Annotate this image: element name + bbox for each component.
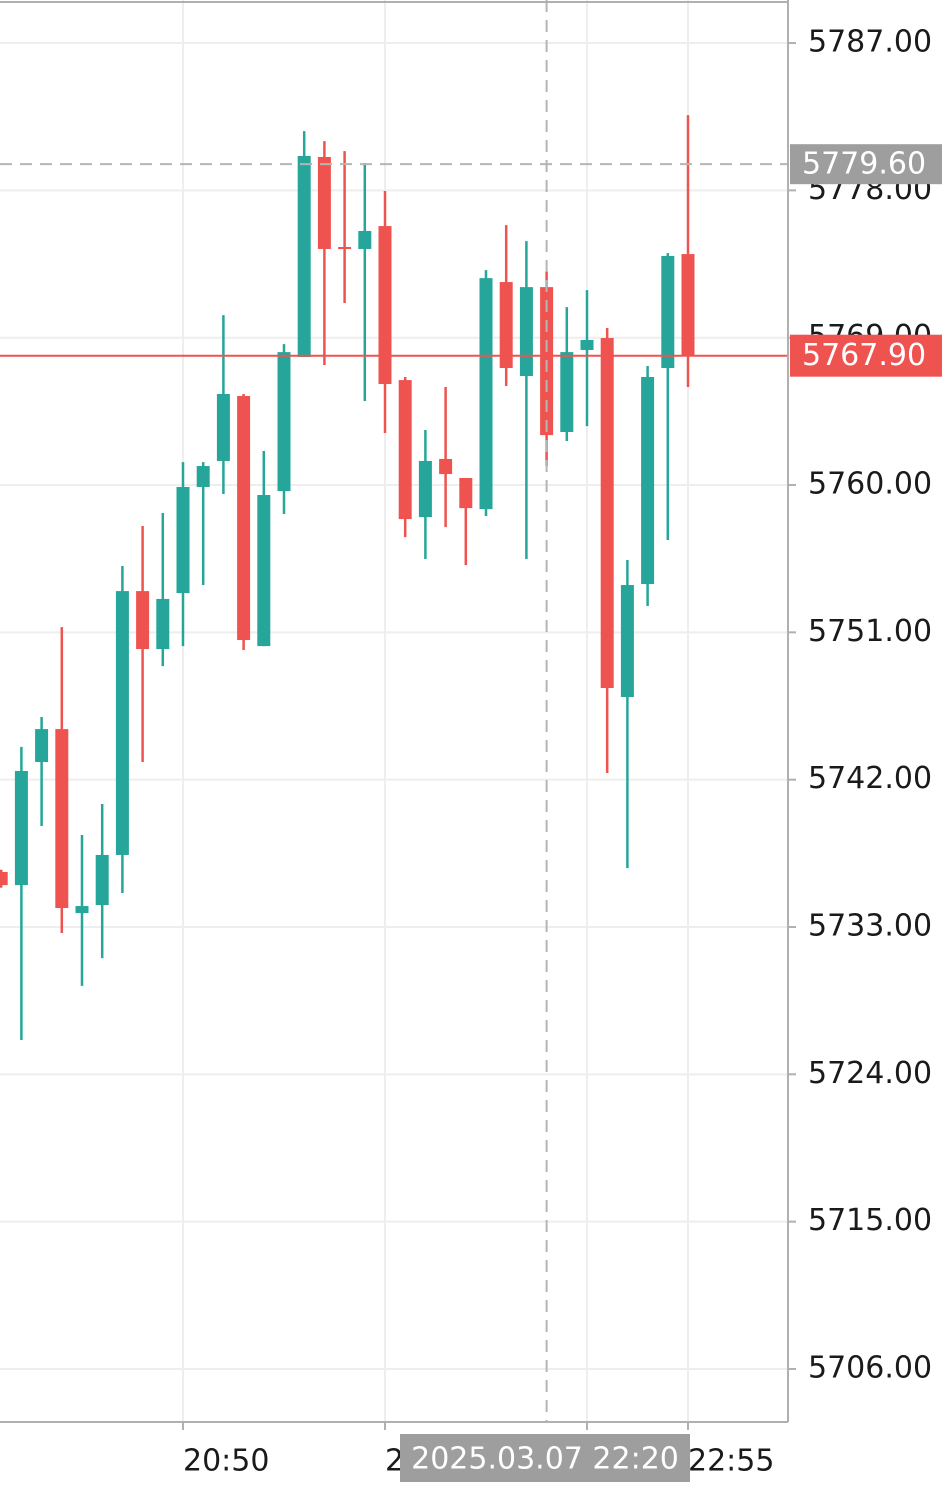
candle-body <box>75 906 89 914</box>
overlay <box>0 0 788 1422</box>
candle-body <box>459 477 473 509</box>
y-tick-label: 5724.00 <box>808 1056 932 1091</box>
candle-body <box>136 591 150 650</box>
candle-body <box>0 871 8 886</box>
y-tick-label: 5760.00 <box>808 467 932 502</box>
candle-body <box>277 352 291 492</box>
candle-body <box>560 352 574 432</box>
candle-body <box>378 226 392 385</box>
candle-body <box>196 466 210 487</box>
crosshair-time-label: 2025.03.07 22:20 <box>411 1442 679 1477</box>
candle-body <box>641 376 655 585</box>
last-price-tag <box>790 334 942 377</box>
last-price-label: 5767.90 <box>802 338 926 373</box>
grid <box>0 0 788 1422</box>
y-tick-label: 5751.00 <box>808 614 932 649</box>
crosshair-price-label: 5779.60 <box>802 147 926 182</box>
candle-body <box>398 380 412 520</box>
candle-body <box>297 155 311 358</box>
y-tick-label: 5733.00 <box>808 908 932 943</box>
candle-body <box>115 591 129 855</box>
candles <box>0 115 695 1040</box>
crosshair-price-tag <box>790 144 942 185</box>
candle-body <box>35 729 49 762</box>
candle-body <box>418 460 432 518</box>
candle-body <box>439 458 453 475</box>
candle-body <box>600 338 614 689</box>
tags: 5779.60 5767.90 2025.03.07 22:20 <box>400 144 942 1482</box>
candle-body <box>479 278 493 510</box>
x-tick-label: 22:55 <box>688 1444 774 1479</box>
candle-body <box>95 854 109 906</box>
candle-body <box>257 495 271 647</box>
candle-body <box>499 282 513 368</box>
candle-body <box>681 254 695 356</box>
candle-body <box>176 486 190 594</box>
candle-body <box>661 256 675 368</box>
candle-body <box>14 770 28 886</box>
candle-body <box>317 156 331 249</box>
y-tick-label: 5742.00 <box>808 761 932 796</box>
candle-body <box>358 230 372 249</box>
candle-body <box>55 729 69 909</box>
y-tick-label: 5715.00 <box>808 1203 932 1238</box>
candle-body <box>237 395 251 641</box>
x-tick-label: 20:50 <box>183 1444 269 1479</box>
y-tick-label: 5706.00 <box>808 1350 932 1385</box>
candle-body <box>156 598 170 650</box>
candle-body <box>580 339 594 350</box>
candle-body <box>216 394 230 461</box>
candle-body <box>338 247 352 250</box>
crosshair-time-tag <box>400 1434 690 1482</box>
candle-body <box>519 287 533 377</box>
y-tick-label: 5787.00 <box>808 25 932 60</box>
candle-body <box>620 585 634 698</box>
